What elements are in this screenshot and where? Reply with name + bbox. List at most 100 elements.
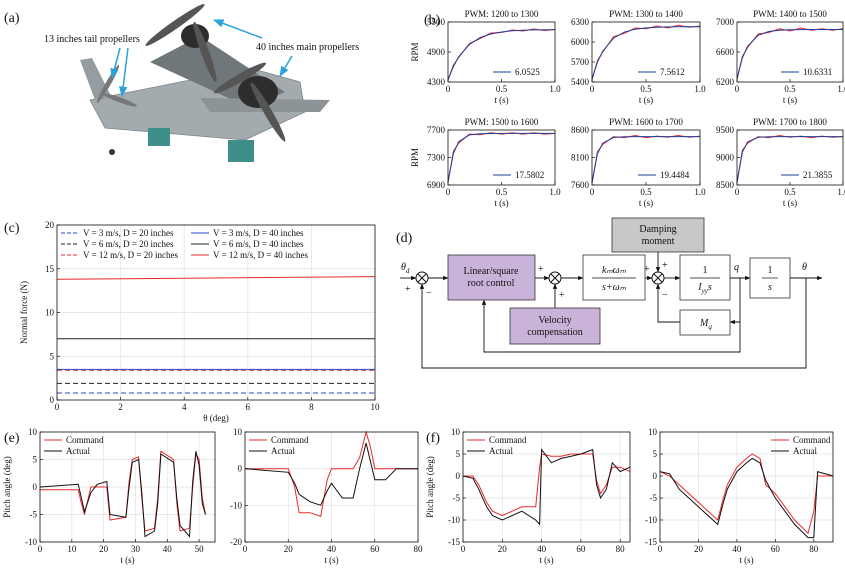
plot-frame bbox=[244, 431, 419, 543]
y-tick-label: 5700 bbox=[571, 57, 590, 67]
y-tick-label: -5 bbox=[30, 510, 38, 520]
x-tick-label: 10 bbox=[371, 402, 381, 412]
y-tick-label: 7600 bbox=[571, 180, 590, 190]
legend-label: 6.0525 bbox=[515, 67, 540, 77]
x-axis-label: t (s) bbox=[539, 555, 553, 565]
data-line bbox=[659, 457, 834, 539]
block-label: Mq bbox=[699, 318, 712, 331]
x-tick-label: 1.0 bbox=[549, 84, 561, 94]
data-line bbox=[56, 276, 376, 280]
y-tick-label: 9000 bbox=[716, 153, 735, 163]
x-tick-label: 10 bbox=[67, 544, 77, 554]
data-line bbox=[463, 453, 631, 517]
block-line: moment bbox=[642, 236, 675, 247]
x-tick-label: 2 bbox=[118, 402, 123, 412]
sum-sign: − bbox=[662, 290, 668, 301]
x-tick-label: 20 bbox=[498, 544, 508, 554]
denominator: s+ωₘ bbox=[602, 282, 627, 293]
y-tick-label: 0 bbox=[238, 464, 243, 474]
x-tick-label: 0 bbox=[38, 544, 43, 554]
panel-label: (c) bbox=[4, 221, 20, 236]
block-label: Velocity compensation bbox=[527, 315, 583, 338]
x-tick-label: 1.0 bbox=[837, 187, 845, 197]
block-label: Damping moment bbox=[639, 224, 676, 247]
y-tick-label: 6200 bbox=[716, 77, 735, 87]
y-axis-label: Pitch angle (deg) bbox=[425, 456, 435, 517]
plot-frame bbox=[736, 21, 844, 83]
plot-frame bbox=[736, 129, 844, 186]
legend-label: Actual bbox=[271, 446, 295, 456]
legend-label: Actual bbox=[489, 446, 513, 456]
x-tick-label: 30 bbox=[131, 544, 141, 554]
x-tick-label: 0.5 bbox=[784, 84, 796, 94]
x-tick-label: 0.5 bbox=[496, 187, 508, 197]
legend-label: 7.5612 bbox=[660, 67, 685, 77]
y-axis-label: RPM bbox=[410, 148, 420, 167]
x-tick-label: 1.0 bbox=[837, 84, 845, 94]
block-line: compensation bbox=[527, 327, 583, 338]
x-tick-label: 1.0 bbox=[694, 84, 706, 94]
y-axis-label: RPM bbox=[410, 42, 420, 61]
y-tick-label: 0 bbox=[653, 471, 658, 481]
x-tick-label: 60 bbox=[771, 544, 781, 554]
data-line bbox=[462, 448, 631, 526]
signal-label: θ bbox=[802, 262, 807, 273]
annotation: 13 inches tail propellers bbox=[44, 34, 140, 45]
x-tick-label: 50 bbox=[195, 544, 205, 554]
x-axis-label: t (s) bbox=[783, 198, 797, 208]
x-tick-label: 1.0 bbox=[694, 187, 706, 197]
x-tick-label: 0 bbox=[446, 84, 451, 94]
signal-symbol: θ bbox=[401, 262, 406, 273]
numerator: kₘωₘ bbox=[602, 265, 627, 276]
x-axis-label: t (s) bbox=[324, 555, 338, 565]
data-line bbox=[244, 442, 418, 506]
x-tick-label: 0 bbox=[55, 402, 60, 412]
x-tick-label: 0 bbox=[735, 187, 740, 197]
data-line bbox=[447, 132, 555, 182]
signal-label: θd bbox=[401, 262, 410, 275]
y-tick-label: 6000 bbox=[571, 37, 590, 47]
x-tick-label: 0 bbox=[590, 187, 595, 197]
annotation-arrow bbox=[119, 47, 129, 98]
x-tick-label: 20 bbox=[284, 544, 294, 554]
legend-label: 19.4484 bbox=[660, 170, 690, 180]
block-line: Linear/square bbox=[464, 266, 520, 277]
x-tick-label: 0.5 bbox=[496, 84, 508, 94]
x-axis-label: t (s) bbox=[739, 555, 753, 565]
legend-label: V = 12 m/s, D = 40 inches bbox=[213, 250, 308, 260]
subscript: yy bbox=[701, 287, 709, 295]
x-tick-label: 8 bbox=[309, 402, 314, 412]
y-tick-label: -10 bbox=[645, 515, 657, 525]
x-tick-label: 0.5 bbox=[640, 187, 652, 197]
sum-sign: + bbox=[662, 260, 668, 271]
y-tick-label: 7000 bbox=[716, 17, 735, 27]
x-tick-label: 4 bbox=[182, 402, 187, 412]
sum-sign: + bbox=[559, 290, 565, 301]
y-tick-label: -10 bbox=[230, 500, 242, 510]
y-tick-label: -20 bbox=[230, 537, 242, 547]
data-line bbox=[736, 136, 843, 183]
symbol: s bbox=[708, 282, 712, 293]
x-axis-label: t (s) bbox=[120, 555, 134, 565]
plot-area bbox=[660, 432, 833, 542]
symbol: M bbox=[699, 318, 709, 329]
legend-label: V = 6 m/s, D = 20 inches bbox=[83, 239, 174, 249]
data-line bbox=[447, 29, 556, 80]
x-axis-label: θ (deg) bbox=[203, 413, 229, 423]
x-tick-label: 80 bbox=[414, 544, 424, 554]
y-tick-label: 6300 bbox=[571, 17, 590, 27]
sum-sign: − bbox=[426, 288, 432, 299]
panel-label: (a) bbox=[4, 11, 20, 26]
x-axis-label: t (s) bbox=[494, 198, 508, 208]
y-axis-label: Normal force (N) bbox=[19, 281, 29, 344]
y-tick-label: 5 bbox=[456, 449, 461, 459]
data-line bbox=[591, 26, 700, 79]
block-diagram bbox=[400, 217, 823, 369]
y-tick-label: 10 bbox=[28, 427, 38, 437]
denominator: s bbox=[768, 282, 772, 293]
x-tick-label: 40 bbox=[327, 544, 337, 554]
annotation-arrow bbox=[279, 55, 293, 77]
legend-label: 17.5802 bbox=[515, 170, 544, 180]
chart-title: PWM: 1300 to 1400 bbox=[609, 9, 683, 19]
plot-frame bbox=[56, 224, 376, 401]
